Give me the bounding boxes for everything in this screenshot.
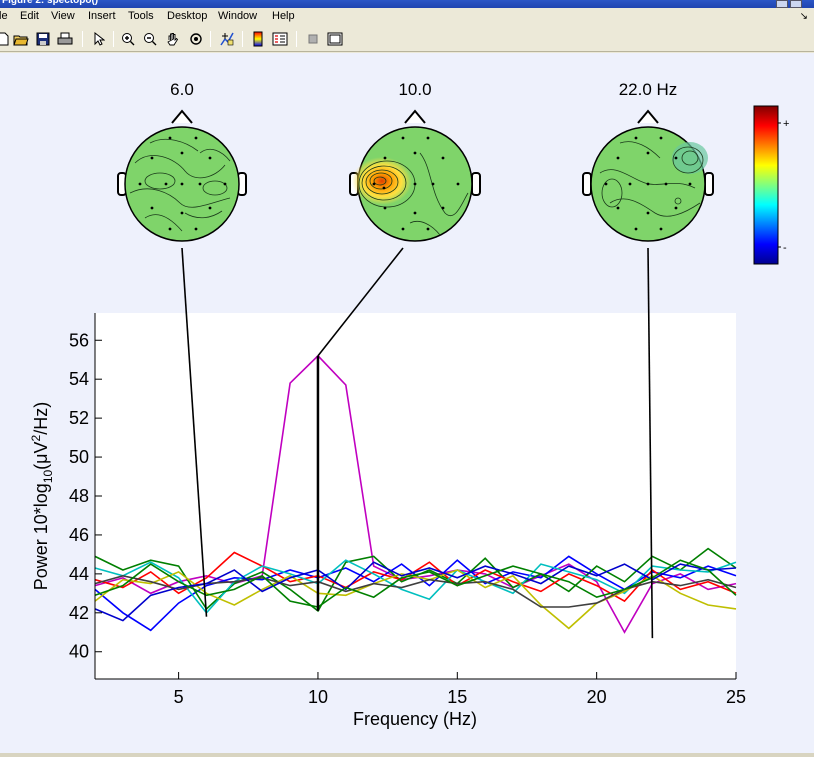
x-tick-label: 5 [174, 687, 184, 707]
open-file-icon[interactable] [12, 30, 30, 48]
y-axis-label-prefix: Power 10*log [31, 483, 51, 590]
y-tick-label: 44 [69, 564, 89, 584]
window-titlebar[interactable]: Figure 2: spectopo() [0, 0, 814, 8]
scalp-contours [599, 141, 704, 217]
scalp-coldspot [672, 142, 708, 174]
menu-help[interactable]: Help [272, 10, 295, 22]
x-tick-label: 15 [447, 687, 467, 707]
scalp-hotspot [352, 157, 412, 205]
toolbar-separator [113, 31, 114, 47]
toolbar-separator [242, 31, 243, 47]
scalp-ear-right [471, 172, 481, 196]
y-axis-label-subscript: 10 [41, 469, 55, 483]
x-tick-label: 25 [726, 687, 746, 707]
y-tick-label: 46 [69, 525, 89, 545]
x-tick-label: 20 [587, 687, 607, 707]
menu-desktop[interactable]: Desktop [167, 10, 208, 22]
axis-layer: 5 10 15 20 25 40 42 44 46 48 50 52 54 56 [69, 313, 746, 707]
hide-plot-tools-icon[interactable] [304, 30, 322, 48]
new-file-icon[interactable] [0, 30, 12, 48]
colorbar-icon[interactable] [249, 30, 267, 48]
menu-window[interactable]: Window [218, 10, 258, 22]
spectrum-chart: 6.0 10.0 22.0 Hz + - 5 10 15 20 25 40 42 44 46 48… [29, 80, 789, 729]
y-axis-label-mid: (μV [31, 441, 51, 469]
y-tick-label: 52 [69, 408, 89, 428]
scalp-ear-right [704, 172, 714, 196]
x-tick-label: 10 [308, 687, 328, 707]
menu-file[interactable]: le [0, 10, 8, 22]
y-tick-label: 54 [69, 369, 89, 389]
menu-insert[interactable]: Insert [88, 10, 116, 22]
dock-arrow-icon[interactable]: ↘ [799, 11, 808, 22]
pan-hand-icon[interactable] [164, 30, 182, 48]
y-tick-label: 50 [69, 447, 89, 467]
scalp-electrodes [372, 136, 460, 231]
scalp-map-22hz[interactable] [582, 109, 714, 242]
scalp-electrodes [138, 136, 227, 231]
scalp-map-10hz[interactable] [349, 109, 481, 242]
marker-label-10hz: 10.0 [398, 80, 431, 99]
minimize-button[interactable] [776, 0, 788, 8]
toolbar-separator [82, 31, 83, 47]
plot-area [95, 313, 736, 679]
scalp-nose [171, 109, 193, 124]
series-line-ch4 [94, 551, 737, 603]
menu-tools[interactable]: Tools [128, 10, 154, 22]
marker-connector-22hz [647, 247, 654, 639]
x-axis-label: Frequency (Hz) [353, 709, 477, 729]
rotate-3d-icon[interactable] [187, 30, 205, 48]
y-axis-label-suffix: /Hz) [31, 402, 51, 435]
zoom-in-icon[interactable] [119, 30, 137, 48]
series-layer [94, 354, 737, 634]
colorbar-min-label: - [783, 242, 787, 254]
save-icon[interactable] [34, 30, 52, 48]
colorbar[interactable] [753, 105, 779, 265]
menu-bar: le Edit View Insert Tools Desktop Window… [0, 8, 814, 26]
scalp-contours [129, 138, 231, 232]
y-axis-label: Power 10*log10(μV2/Hz) [29, 402, 55, 591]
toolbar-separator [296, 31, 297, 47]
marker-label-6hz: 6.0 [170, 80, 194, 99]
marker-label-22hz: 22.0 Hz [619, 80, 678, 99]
legend-icon[interactable] [271, 30, 289, 48]
y-axis-label-superscript: 2 [29, 434, 43, 441]
scalp-ear-left [582, 172, 592, 196]
print-icon[interactable] [56, 30, 74, 48]
scalp-contours [358, 152, 469, 236]
scalp-nose [404, 109, 426, 124]
marker-layer [181, 247, 654, 639]
marker-connector-10hz [317, 247, 404, 357]
series-line-ch3 [94, 547, 737, 613]
series-line-ch1 [94, 354, 737, 634]
scalp-electrodes [604, 136, 692, 231]
toolbar [0, 26, 814, 52]
status-bar [0, 753, 814, 757]
toolbar-separator [210, 31, 211, 47]
menu-edit[interactable]: Edit [20, 10, 39, 22]
y-tick-label: 48 [69, 486, 89, 506]
y-tick-label: 40 [69, 642, 89, 662]
data-cursor-icon[interactable] [218, 30, 236, 48]
window-title: Figure 2: spectopo() [2, 0, 99, 6]
scalp-nose [637, 109, 659, 124]
menu-view[interactable]: View [51, 10, 75, 22]
y-tick-label: 56 [69, 330, 89, 350]
pointer-icon[interactable] [90, 30, 108, 48]
zoom-out-icon[interactable] [141, 30, 159, 48]
scalp-map-6hz[interactable] [117, 109, 247, 242]
maximize-button[interactable] [790, 0, 802, 8]
series-line-ch8 [94, 561, 737, 622]
colorbar-max-label: + [783, 118, 789, 130]
series-line-ch9 [94, 559, 737, 608]
marker-connector-6hz [181, 247, 208, 617]
y-tick-label: 42 [69, 603, 89, 623]
show-plot-tools-icon[interactable] [326, 30, 344, 48]
